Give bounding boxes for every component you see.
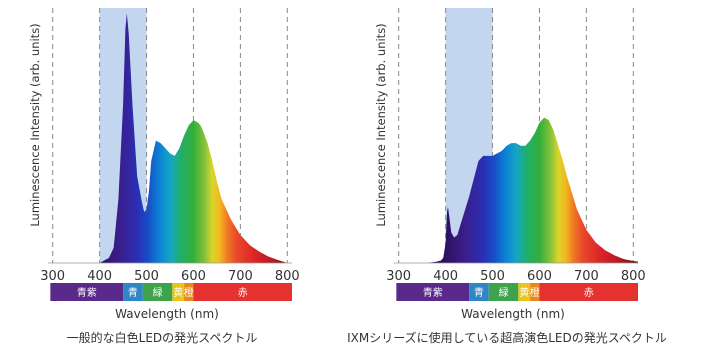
color-band-label: 黄 xyxy=(173,286,183,299)
color-band-0 xyxy=(396,283,470,301)
color-band-2 xyxy=(488,283,519,301)
x-tick-label: 800 xyxy=(621,269,646,284)
x-tick-label: 800 xyxy=(275,269,300,284)
x-axis-label: Wavelength (nm) xyxy=(461,307,565,321)
color-band-5 xyxy=(539,283,638,301)
color-band-4 xyxy=(530,283,540,301)
x-tick-label: 700 xyxy=(574,269,599,284)
color-band-label: 赤 xyxy=(584,287,594,299)
spectrum-area xyxy=(99,13,288,263)
x-tick-label: 500 xyxy=(134,269,159,284)
x-tick-label: 300 xyxy=(40,269,65,284)
color-band-3 xyxy=(172,283,185,301)
x-tick-label: 600 xyxy=(527,269,552,284)
color-band-label: 青 xyxy=(128,286,138,299)
chart-panel-high-cri-led: Luminescence Intensity (arb. units) Wave… xyxy=(347,8,667,345)
x-tick-label: 500 xyxy=(480,269,505,284)
color-band-label: 青紫 xyxy=(77,286,97,299)
color-band-label: 青紫 xyxy=(423,286,443,299)
color-band-1 xyxy=(123,283,143,301)
x-tick-label: 400 xyxy=(87,269,112,284)
color-band-3 xyxy=(518,283,531,301)
color-band-label: 青 xyxy=(474,286,484,299)
color-band-label: 橙 xyxy=(530,286,540,299)
chart-title: IXMシリーズに使用している超高演色LEDの発光スペクトル xyxy=(347,330,667,345)
color-band-label: 緑 xyxy=(153,286,163,299)
chart-panel-standard-led: Luminescence Intensity (arb. units) Wave… xyxy=(28,8,300,345)
color-band-label: 緑 xyxy=(499,286,509,299)
x-tick-label: 300 xyxy=(386,269,411,284)
chart-title: 一般的な白色LEDの発光スペクトル xyxy=(67,330,258,345)
x-tick-label: 600 xyxy=(181,269,206,284)
color-band-5 xyxy=(193,283,292,301)
x-tick-label: 400 xyxy=(433,269,458,284)
color-band-label: 黄 xyxy=(519,286,529,299)
y-axis-label: Luminescence Intensity (arb. units) xyxy=(28,23,42,226)
x-tick-label: 700 xyxy=(228,269,253,284)
y-axis-label: Luminescence Intensity (arb. units) xyxy=(374,23,388,226)
x-axis-label: Wavelength (nm) xyxy=(115,307,219,321)
color-band-1 xyxy=(469,283,489,301)
color-band-0 xyxy=(50,283,124,301)
color-band-2 xyxy=(142,283,173,301)
color-band-4 xyxy=(184,283,194,301)
spectrum-area xyxy=(426,117,638,263)
color-band-label: 橙 xyxy=(184,286,194,299)
color-band-label: 赤 xyxy=(238,287,248,299)
